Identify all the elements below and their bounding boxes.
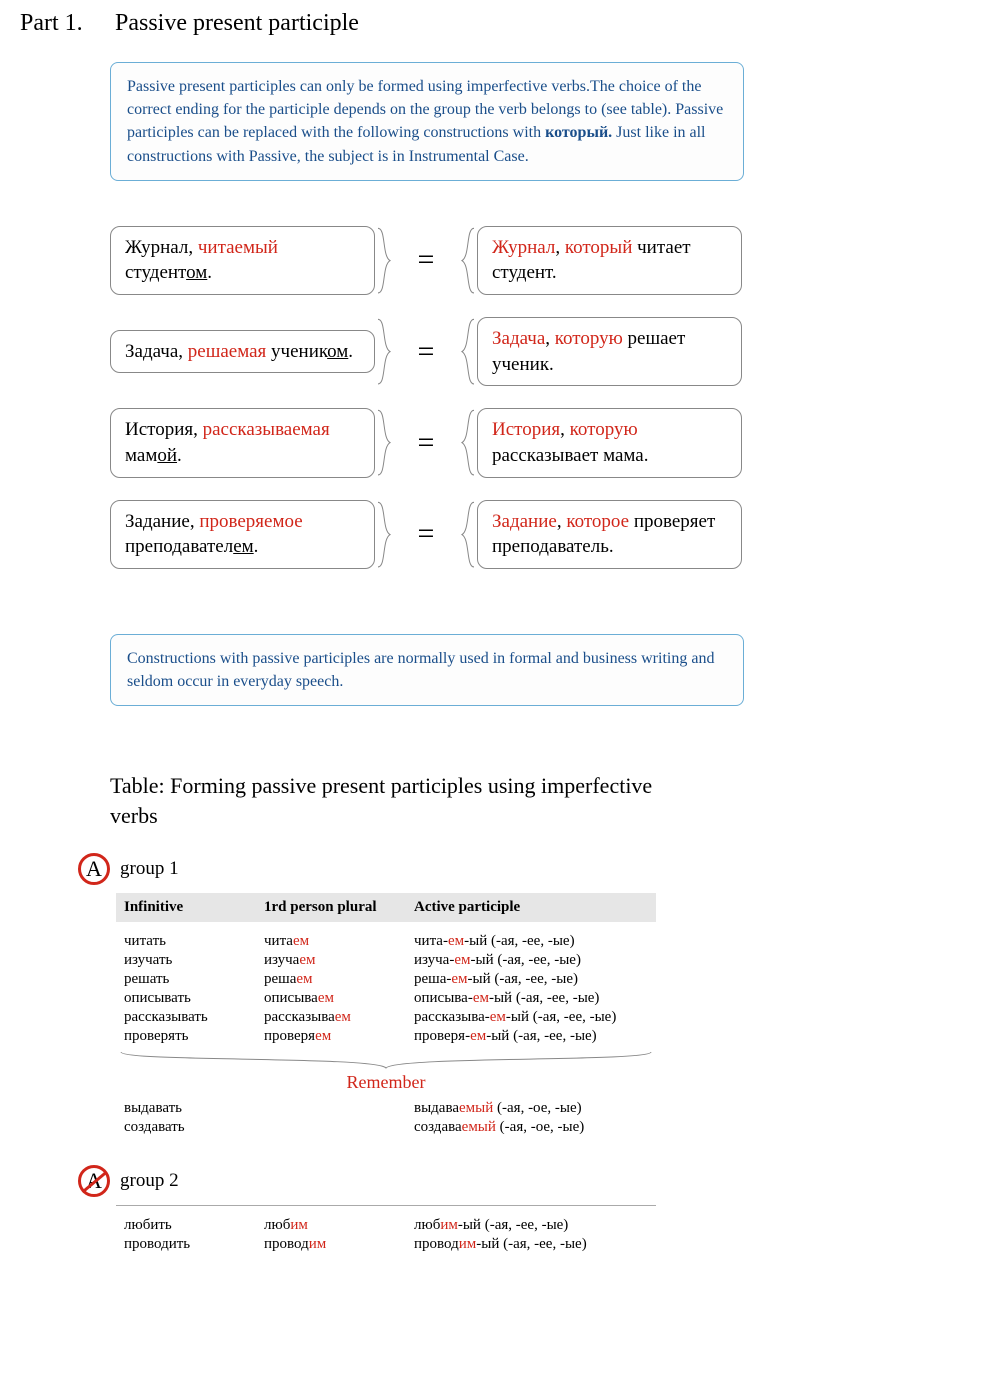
note-box: Constructions with passive participles a… [110,634,744,706]
group2-table: любитьлюбимлюбим-ый (-ая, -ее, -ые)прово… [116,1216,656,1254]
brace-left-icon [461,500,477,569]
right-bubble: История, которую рассказывает мама. [477,408,742,477]
th-1pp: 1rd person plural [264,899,414,916]
table-row: читатьчитаемчита-ем-ый (-ая, -ее, -ые) [116,932,656,951]
header-part: Part 1. [20,10,115,37]
brace-right-icon [375,226,391,295]
equivalence-row: Журнал, читаемый студентом. = Журнал, кото… [110,226,760,295]
brace-left-icon [461,317,477,386]
right-bubble: Задание, которое проверяет преподаватель… [477,500,742,569]
intro-box: Passive present participles can only be … [110,62,744,181]
table-row: рассказыватьрассказываемрассказыва-ем-ый… [116,1008,656,1027]
equals-sign: = [391,335,461,369]
remember-row: выдаватьвыдаваемый (-ая, -ое, -ые) [116,1099,656,1118]
left-bubble: Задача, решаемая учеником. [110,330,375,374]
table-row: изучатьизучаемизуча-ем-ый (-ая, -ее, -ые… [116,951,656,970]
group2-header: A group 2 [78,1165,980,1197]
table-title: Table: Forming passive present participl… [110,771,670,830]
th-participle: Active participle [414,899,648,916]
page: Part 1. Passive present participle Passi… [0,0,1000,1294]
equals-sign: = [391,243,461,277]
table-row: описыватьописываемописыва-ем-ый (-ая, -е… [116,989,656,1008]
group1-table: Infinitive 1rd person plural Active part… [116,893,656,1046]
curly-brace-down-icon [116,1050,656,1070]
equivalence-row: Задание, проверяемое преподавателем. = Зад… [110,500,760,569]
brace-left-icon [461,408,477,477]
th-infinitive: Infinitive [124,899,264,916]
header-title: Passive present participle [115,10,359,37]
equivalence-row: История, рассказываемая мамой. = История, … [110,408,760,477]
table-row: проводитьпроводимпроводим-ый (-ая, -ее, … [116,1235,656,1254]
group2-underline [116,1205,656,1206]
table-row: проверятьпроверяемпроверя-ем-ый (-ая, -е… [116,1027,656,1046]
brace-right-icon [375,408,391,477]
right-bubble: Задача, которую решает ученик. [477,317,742,386]
left-bubble: Задание, проверяемое преподавателем. [110,500,375,569]
table-header-row: Infinitive 1rd person plural Active part… [116,893,656,922]
right-bubble: Журнал, который читает студент. [477,226,742,295]
equivalence-block: Журнал, читаемый студентом. = Журнал, кото… [110,226,760,569]
remember-row: создаватьсоздаваемый (-ая, -ое, -ые) [116,1118,656,1137]
group2-table-body: любитьлюбимлюбим-ый (-ая, -ее, -ые)прово… [116,1216,656,1254]
left-bubble: Журнал, читаемый студентом. [110,226,375,295]
equals-sign: = [391,517,461,551]
group1-table-body: читатьчитаемчита-ем-ый (-ая, -ее, -ые)из… [116,932,656,1046]
group1-header: A group 1 [78,853,980,885]
equals-sign: = [391,426,461,460]
remember-label: Remember [116,1072,656,1093]
page-header: Part 1. Passive present participle [20,10,980,37]
group2-a-strike-icon: A [78,1165,110,1197]
brace-right-icon [375,317,391,386]
brace-right-icon [375,500,391,569]
table-row: любитьлюбимлюбим-ый (-ая, -ее, -ые) [116,1216,656,1235]
group2-label: group 2 [120,1170,179,1192]
left-bubble: История, рассказываемая мамой. [110,408,375,477]
remember-table: выдаватьвыдаваемый (-ая, -ое, -ые)создав… [116,1099,656,1137]
brace-left-icon [461,226,477,295]
group1-a-icon: A [78,853,110,885]
table-row: решатьрешаемреша-ем-ый (-ая, -ее, -ые) [116,970,656,989]
equivalence-row: Задача, решаемая учеником. = Задача, котор… [110,317,760,386]
group1-label: group 1 [120,858,179,880]
